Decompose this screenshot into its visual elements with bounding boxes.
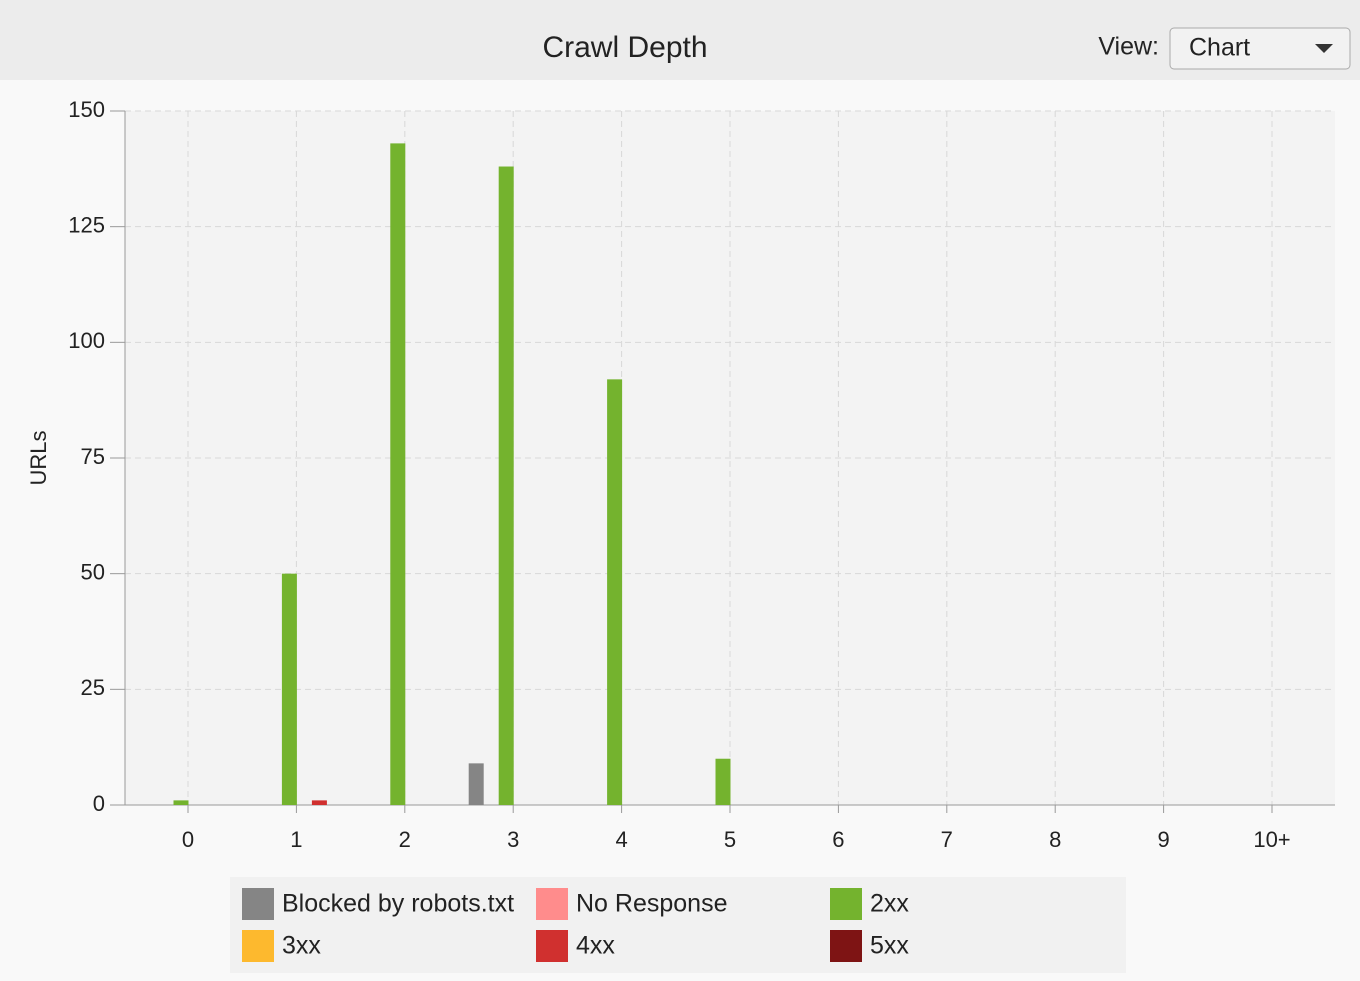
y-axis-label: URLs (26, 430, 51, 485)
x-tick-label: 2 (399, 827, 411, 852)
legend-label: Blocked by robots.txt (282, 890, 514, 918)
legend-label: 4xx (576, 932, 615, 960)
x-tick-label: 5 (724, 827, 736, 852)
bar (390, 143, 406, 806)
legend-label: 3xx (282, 932, 321, 960)
x-tick-label: 9 (1157, 827, 1169, 852)
y-tick-label: 50 (81, 559, 105, 584)
select-arrow[interactable] (1315, 44, 1333, 53)
chart-title: Crawl Depth (542, 31, 707, 64)
y-tick-label: 150 (68, 97, 105, 122)
bar (468, 763, 484, 805)
x-tick-label: 4 (615, 827, 627, 852)
x-tick-label: 0 (182, 827, 194, 852)
view-select[interactable]: Chart (1169, 27, 1351, 70)
y-tick-label: 75 (81, 444, 105, 469)
y-tick-label: 100 (68, 328, 105, 353)
x-tick-label: 1 (290, 827, 302, 852)
legend-swatch (536, 888, 568, 920)
select-value[interactable]: Chart (1189, 34, 1250, 62)
x-tick-label: 8 (1049, 827, 1061, 852)
bar (715, 758, 731, 805)
legend-swatch (242, 888, 274, 920)
x-tick-label: 3 (507, 827, 519, 852)
x-tick-label: 10+ (1253, 827, 1290, 852)
bar (607, 379, 623, 805)
legend (230, 877, 1126, 973)
bar (281, 573, 297, 805)
legend-label: 2xx (870, 890, 909, 918)
y-tick-label: 25 (81, 675, 105, 700)
legend-swatch (242, 930, 274, 962)
bar (311, 800, 327, 805)
y-tick-label: 0 (93, 791, 105, 816)
view-label: View: (1098, 33, 1159, 61)
bar (498, 166, 514, 805)
select-box[interactable] (1169, 27, 1351, 70)
legend-swatch (830, 930, 862, 962)
header (0, 0, 1360, 80)
x-tick-label: 6 (832, 827, 844, 852)
legend-swatch (830, 888, 862, 920)
legend-label: No Response (576, 890, 727, 918)
legend-swatch (536, 930, 568, 962)
bar (173, 800, 189, 805)
legend-label: 5xx (870, 932, 909, 960)
y-tick-label: 125 (68, 212, 105, 237)
x-tick-label: 7 (941, 827, 953, 852)
